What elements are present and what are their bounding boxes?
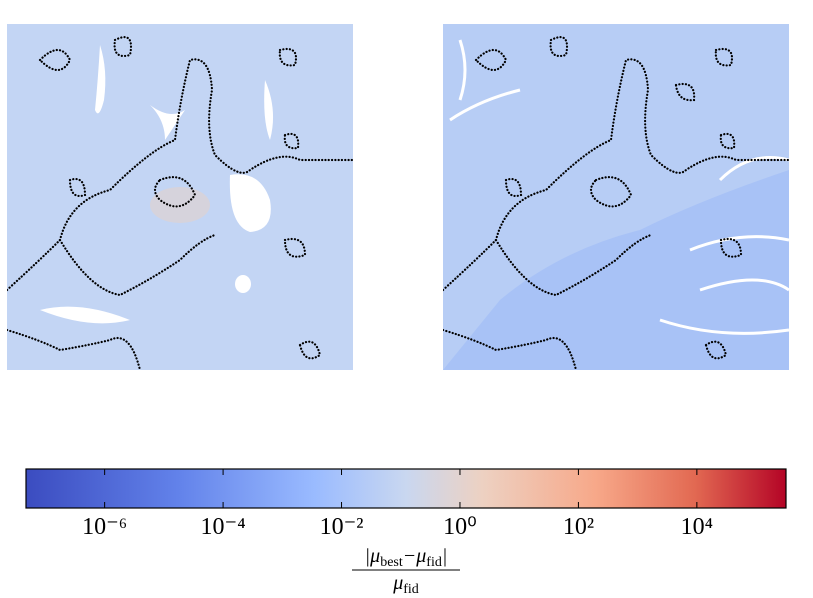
contour [38,36,322,360]
blob [229,174,271,232]
left-panel [7,24,353,370]
label-numerator: |μbest−μfid| [365,545,448,570]
subscript: fid [426,555,442,570]
label-part: −μ [403,545,427,567]
blob [95,45,106,114]
blob [264,80,274,140]
contour [474,36,743,360]
tick-label: 10⁴ [681,514,713,540]
label-part: |μ [365,545,381,567]
right-panel [443,24,789,370]
contour [7,58,353,292]
tick-label: 10² [563,514,594,540]
contour [494,233,653,297]
colorbar-label: |μbest−μfid| μfid [352,545,460,597]
tick-label: 10⁰ [443,514,477,540]
contour [58,233,217,297]
colorbar-ticks: 10⁻⁶ 10⁻⁴ 10⁻² 10⁰ 10² 10⁴ [82,469,713,540]
label-denominator: μfid [392,572,419,597]
blob [150,105,185,140]
subscript: fid [403,582,419,597]
tick-label: 10⁻⁴ [201,514,246,540]
white-contour [449,39,789,335]
tick-label: 10⁻² [320,514,364,540]
label-part: μ [392,572,403,594]
blob [235,275,251,293]
heat-region [443,24,789,370]
contour [443,58,789,292]
colorbar [25,468,787,509]
tick-label: 10⁻⁶ [82,514,127,540]
subscript: best [380,555,403,570]
blob [40,306,130,324]
label-part: | [442,545,448,567]
